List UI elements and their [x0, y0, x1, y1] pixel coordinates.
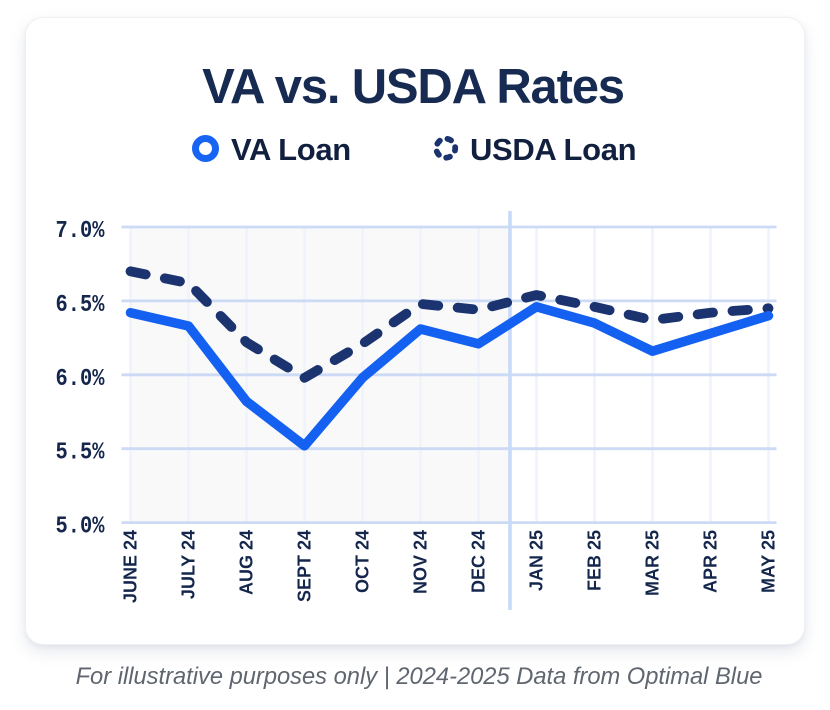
- svg-text:5.0%: 5.0%: [56, 512, 105, 540]
- svg-text:7.0%: 7.0%: [56, 216, 105, 244]
- svg-text:MAY 25: MAY 25: [759, 530, 779, 593]
- svg-text:NOV 24: NOV 24: [411, 530, 431, 594]
- svg-text:APR 25: APR 25: [701, 530, 721, 593]
- svg-text:6.0%: 6.0%: [56, 364, 105, 392]
- svg-text:OCT 24: OCT 24: [353, 530, 373, 593]
- svg-text:6.5%: 6.5%: [56, 290, 105, 318]
- svg-text:5.5%: 5.5%: [56, 438, 105, 466]
- svg-text:SEPT 24: SEPT 24: [295, 530, 315, 602]
- svg-text:MAR 25: MAR 25: [643, 530, 663, 596]
- svg-text:JUNE 24: JUNE 24: [121, 530, 141, 603]
- svg-text:JAN 25: JAN 25: [527, 530, 547, 591]
- svg-text:DEC 24: DEC 24: [469, 530, 489, 593]
- svg-text:FEB 25: FEB 25: [585, 530, 605, 591]
- svg-text:JULY 24: JULY 24: [179, 530, 199, 599]
- svg-text:AUG 24: AUG 24: [237, 530, 257, 595]
